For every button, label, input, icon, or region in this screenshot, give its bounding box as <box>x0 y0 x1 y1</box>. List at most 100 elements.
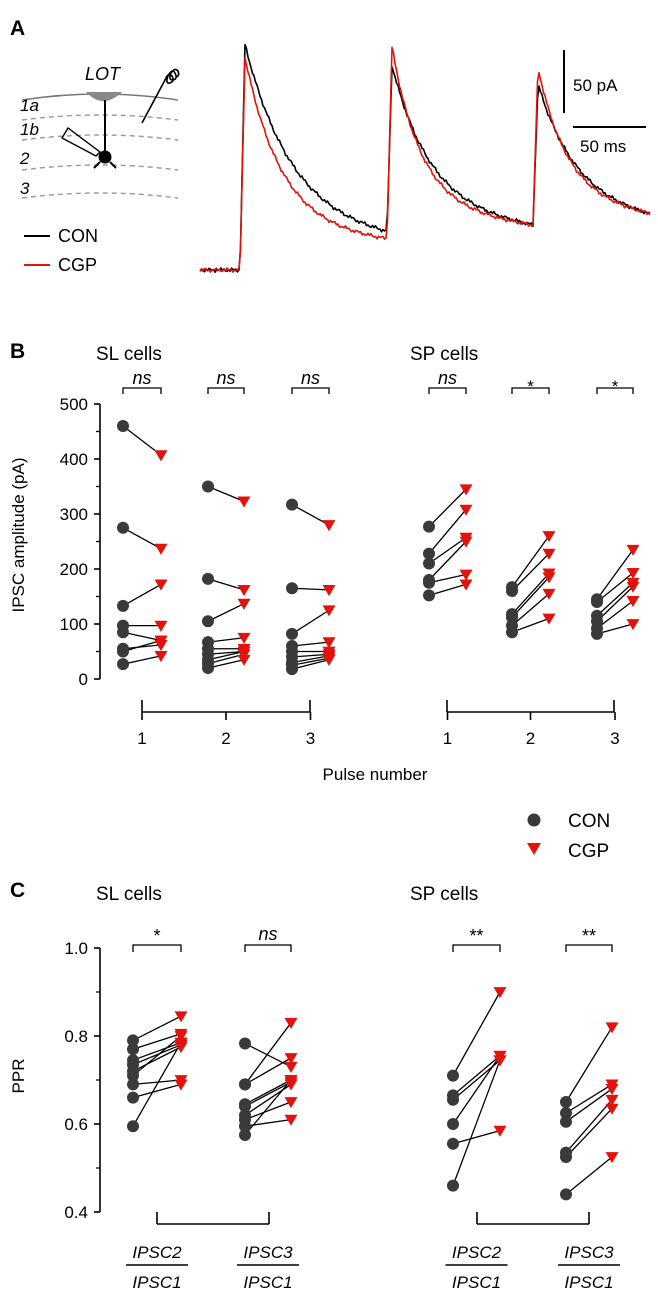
b-pair-line <box>596 582 634 617</box>
c-pair-line <box>244 1022 292 1085</box>
c-point-cgp <box>605 1022 619 1034</box>
scalebar-x-label: 50 ms <box>580 137 626 156</box>
c-pair-line <box>244 1057 292 1085</box>
b-point-con <box>117 521 129 534</box>
b-point-con <box>286 582 298 595</box>
c-pair-line <box>132 1033 182 1050</box>
b-point-cgp <box>626 619 640 631</box>
b-pair-line <box>207 650 245 655</box>
b-y-tick-label: 0 <box>79 670 88 689</box>
panel-c: C SL cells SP cells PPR 0.4 0.6 0.8 1.0 IPSC… <box>9 879 620 1292</box>
panel-a-label: A <box>10 17 25 40</box>
b-sig-label: ns <box>132 368 151 388</box>
c-x-label-numerator: IPSC3 <box>243 1243 293 1262</box>
c-x-label-numerator: IPSC2 <box>452 1243 502 1262</box>
legend-cgp-marker <box>527 843 541 855</box>
c-point-cgp <box>284 1053 298 1065</box>
b-point-con <box>286 627 298 640</box>
c-point-con <box>127 1034 139 1047</box>
c-y-tick-label: 1.0 <box>64 939 88 958</box>
b-pair-line <box>207 650 245 661</box>
b-y-tick-label: 200 <box>60 560 88 579</box>
c-point-cgp <box>284 1114 298 1126</box>
c-pair-line <box>565 1156 613 1195</box>
b-point-con <box>506 585 518 597</box>
group-title-sl: SL cells <box>96 884 162 905</box>
b-pair-line <box>122 583 162 607</box>
c-pair-line <box>132 1044 182 1066</box>
b-sig-bracket <box>122 387 162 394</box>
b-pair-line <box>291 609 330 635</box>
c-point-cgp <box>493 987 507 999</box>
b-pair-line <box>207 659 245 669</box>
c-point-con <box>239 1120 251 1133</box>
c-point-con <box>560 1096 572 1108</box>
c-point-cgp <box>493 1125 507 1137</box>
c-point-cgp <box>284 1097 298 1109</box>
trace-con <box>199 43 651 273</box>
b-pair-line <box>291 641 330 647</box>
b-pair-line <box>596 586 634 622</box>
b-point-cgp <box>542 531 556 543</box>
b-point-con <box>202 615 214 628</box>
c-point-con <box>560 1188 572 1201</box>
b-point-cgp <box>459 569 473 581</box>
b-point-cgp <box>542 572 556 584</box>
b-sig-label: ns <box>438 368 457 388</box>
c-point-cgp <box>605 1103 619 1115</box>
b-point-con <box>506 626 518 639</box>
c-sig-label: ns <box>258 924 277 944</box>
c-pair-line <box>452 1129 501 1145</box>
c-x-label-denominator: IPSC1 <box>132 1273 181 1292</box>
b-point-cgp <box>154 579 168 591</box>
b-sig-bracket <box>428 387 467 394</box>
c-pair-line <box>244 1118 292 1127</box>
b-sig-bracket <box>291 387 330 394</box>
b-pair-line <box>511 572 550 615</box>
b-point-cgp <box>459 504 473 516</box>
legend-con-label: CON <box>58 226 98 246</box>
c-pair-line <box>565 1026 613 1103</box>
scalebar-y-label: 50 pA <box>573 76 618 95</box>
b-pair-line <box>428 488 467 528</box>
layer-boundary-1b <box>21 134 179 141</box>
c-pair-line <box>565 1108 613 1158</box>
b-pair-line <box>511 576 550 618</box>
c-pair-line <box>132 1041 182 1061</box>
c-pair-line <box>452 1059 501 1186</box>
c-point-con <box>447 1179 459 1192</box>
c-sig-label: * <box>153 926 160 946</box>
c-point-cgp <box>605 1083 619 1095</box>
c-pair-line <box>244 1079 292 1105</box>
c-pair-line <box>565 1088 613 1123</box>
legend-con-marker <box>527 813 541 827</box>
b-pair-line <box>428 537 467 565</box>
c-sig-label: ** <box>582 926 596 946</box>
legend-cgp-label: CGP <box>568 841 609 862</box>
b-point-con <box>423 589 435 602</box>
lot-bundle <box>86 92 122 101</box>
b-point-cgp <box>237 598 251 610</box>
b-point-cgp <box>542 588 556 600</box>
b-sig-bracket <box>596 387 634 394</box>
c-pair-line <box>565 1099 613 1154</box>
b-point-con <box>202 662 214 674</box>
layer-label: 2 <box>19 149 30 168</box>
b-sig-label: ns <box>216 368 235 388</box>
c-point-con <box>127 1069 139 1082</box>
neuron-basal-dendrites <box>93 161 117 169</box>
olfactory-cortex-schematic: LOT 1a 1b 2 3 <box>19 64 180 199</box>
b-point-con <box>506 611 518 624</box>
b-pair-line <box>428 541 467 581</box>
b-point-cgp <box>154 635 168 647</box>
b-point-cgp <box>542 613 556 625</box>
c-point-cgp <box>174 1031 188 1043</box>
c-point-cgp <box>284 1075 298 1087</box>
b-pair-line <box>596 549 634 600</box>
b-point-con <box>423 557 435 570</box>
c-point-con <box>239 1129 251 1141</box>
c-pair-line <box>132 1042 182 1127</box>
legend-a: CON CGP <box>24 226 98 275</box>
b-y-tick-label: 500 <box>60 395 88 414</box>
layer-label: 1a <box>20 96 39 115</box>
